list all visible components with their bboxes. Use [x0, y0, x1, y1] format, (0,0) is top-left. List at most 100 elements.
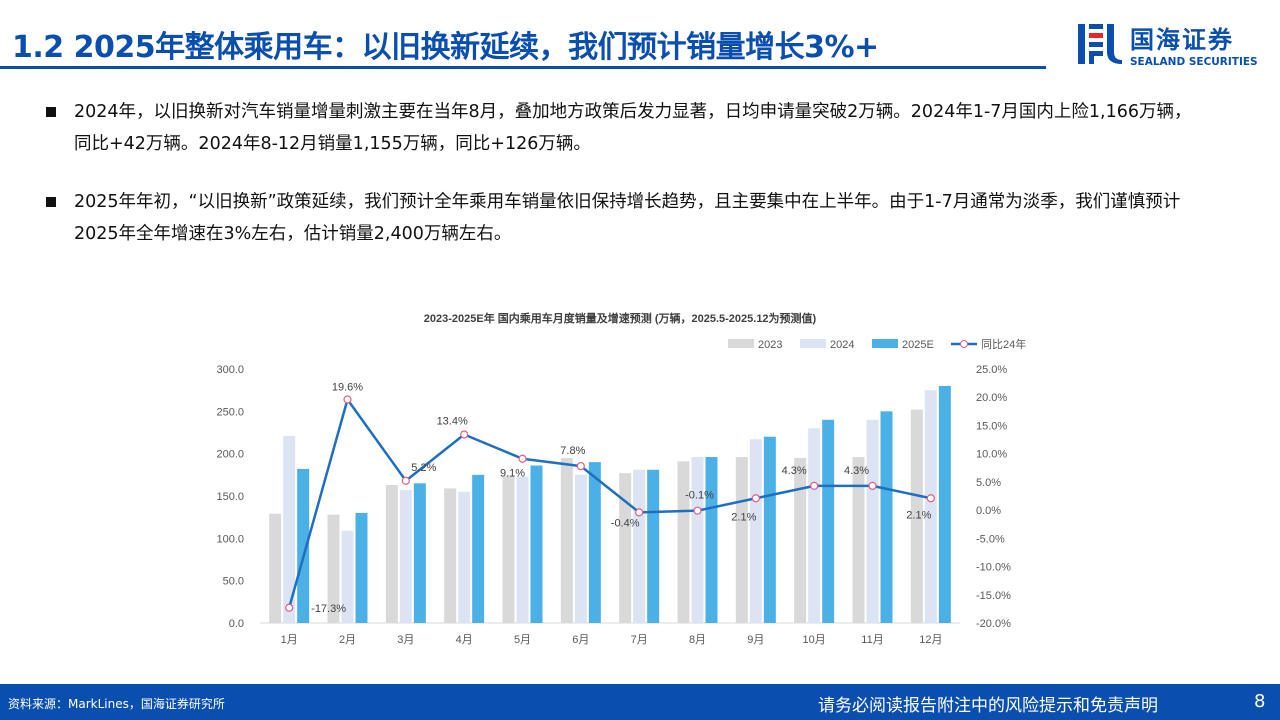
bar-2023-12 [910, 409, 923, 623]
y-right-tick-label: -15.0% [976, 590, 1011, 602]
yoy-data-label: 7.8% [560, 445, 585, 457]
bullet-square-icon [46, 107, 56, 117]
x-tick-label: 6月 [572, 634, 589, 646]
source-note: 资料来源：MarkLines，国海证券研究所 [8, 697, 225, 711]
bar-2025E-6 [588, 462, 601, 623]
bar-2025E-5 [530, 465, 543, 623]
y-right-tick-label: -10.0% [976, 562, 1011, 574]
bar-2025E-2 [355, 512, 368, 623]
y-right-tick-label: -20.0% [976, 618, 1011, 630]
bar-2023-9 [735, 457, 748, 623]
bar-2024-8 [691, 457, 704, 623]
bar-2025E-12 [938, 385, 951, 623]
yoy-data-label: 2.1% [731, 511, 756, 523]
y-right-tick-label: 25.0% [976, 364, 1007, 376]
x-tick-label: 1月 [281, 634, 298, 646]
bar-2025E-1 [297, 468, 310, 623]
yoy-point-11 [868, 481, 877, 490]
yoy-data-label: 4.3% [782, 465, 807, 477]
bar-2024-6 [574, 474, 587, 623]
x-tick-label: 9月 [747, 634, 764, 646]
x-tick-label: 8月 [689, 634, 706, 646]
bullet-text: 2024年，以旧换新对汽车销量增量刺激主要在当年8月，叠加地方政策后发力显著，日… [74, 102, 1192, 154]
bar-2024-1 [283, 435, 296, 623]
legend-label: 同比24年 [981, 337, 1026, 351]
yoy-point-3 [401, 476, 410, 485]
y-left-tick-label: 50.0 [223, 576, 244, 588]
legend-swatch-2024 [800, 339, 826, 348]
y-right-tick-label: 15.0% [976, 420, 1007, 432]
yoy-data-label: -0.4% [611, 517, 640, 529]
yoy-data-label: 19.6% [332, 381, 363, 393]
y-right-tick-label: 5.0% [976, 477, 1001, 489]
legend-swatch-2025E [872, 339, 898, 348]
bar-2024-3 [399, 490, 412, 623]
bullet-text: 2025年年初，“以旧换新”政策延续，我们预计全年乘用车销量依旧保持增长趋势，且… [74, 192, 1181, 244]
bar-2024-4 [458, 491, 471, 623]
bar-2025E-3 [413, 483, 426, 623]
y-right-tick-label: 20.0% [976, 392, 1007, 404]
yoy-point-5 [518, 454, 527, 463]
bar-2023-3 [385, 484, 398, 623]
y-left-tick-label: 150.0 [216, 491, 244, 503]
yoy-point-6 [576, 461, 585, 471]
yoy-point-12 [926, 494, 935, 503]
bar-2025E-8 [705, 457, 718, 623]
y-right-tick-label: 10.0% [976, 449, 1007, 461]
bar-2025E-4 [472, 474, 485, 623]
logo-chinese-name: 国海证券 [1130, 26, 1234, 54]
y-left-tick-label: 250.0 [216, 406, 244, 418]
bar-2024-5 [516, 476, 529, 623]
legend-label: 2025E [902, 339, 934, 351]
x-tick-label: 10月 [803, 634, 826, 646]
yoy-point-9 [751, 494, 760, 503]
legend-label: 2023 [758, 339, 782, 351]
yoy-data-label: 5.2% [411, 462, 436, 474]
bar-2024-2 [341, 530, 354, 623]
bullet-point-2024: 2024年，以旧换新对汽车销量增量刺激主要在当年8月，叠加地方政策后发力显著，日… [46, 96, 1206, 160]
bar-2023-4 [444, 488, 457, 623]
logo-english-name: SEALAND SECURITIES [1130, 56, 1258, 68]
bar-2023-10 [794, 457, 807, 623]
bar-2024-11 [866, 419, 879, 623]
page-number: 8 [1254, 691, 1266, 712]
yoy-point-7 [635, 508, 644, 517]
y-left-tick-label: 200.0 [216, 449, 244, 461]
yoy-data-label: -17.3% [311, 603, 346, 615]
sealand-logo-icon [1078, 24, 1122, 64]
y-left-tick-label: 0.0 [229, 618, 244, 630]
yoy-data-label: 2.1% [906, 509, 931, 521]
yoy-data-label: 9.1% [500, 468, 525, 480]
bar-2025E-11 [880, 411, 893, 623]
yoy-data-label: 4.3% [844, 465, 869, 477]
yoy-point-1 [285, 603, 294, 612]
bar-2025E-10 [822, 419, 835, 623]
bullet-square-icon [46, 197, 56, 207]
bar-2023-1 [269, 513, 282, 623]
bullet-point-2025: 2025年年初，“以旧换新”政策延续，我们预计全年乘用车销量依旧保持增长趋势，且… [46, 186, 1206, 250]
yoy-point-10 [810, 481, 819, 490]
legend-swatch-2023 [728, 339, 754, 348]
bar-2025E-9 [763, 436, 776, 623]
bar-2023-8 [677, 461, 690, 623]
page-title: 1.2 2025年整体乘用车：以旧换新延续，我们预计销量增长3%+ [12, 30, 879, 65]
x-tick-label: 4月 [456, 634, 473, 646]
footer-bar: 资料来源：MarkLines，国海证券研究所 请务必阅读报告附注中的风险提示和免… [0, 684, 1280, 720]
yoy-line [287, 398, 932, 609]
bar-2024-10 [808, 428, 821, 623]
bar-2023-2 [327, 514, 340, 623]
bar-2024-7 [633, 469, 646, 623]
y-left-tick-label: 300.0 [216, 364, 244, 376]
x-tick-label: 11月 [861, 634, 883, 646]
yoy-point-8 [693, 506, 702, 515]
bar-2024-9 [749, 439, 762, 623]
x-tick-label: 12月 [919, 634, 942, 646]
yoy-point-2 [343, 395, 352, 404]
bar-2025E-7 [647, 469, 660, 623]
x-tick-label: 3月 [397, 634, 414, 646]
y-left-tick-label: 100.0 [216, 533, 244, 545]
y-right-tick-label: 0.0% [976, 505, 1001, 517]
title-divider [0, 66, 1046, 69]
yoy-data-label: 13.4% [437, 415, 468, 427]
bar-2023-7 [619, 473, 632, 623]
